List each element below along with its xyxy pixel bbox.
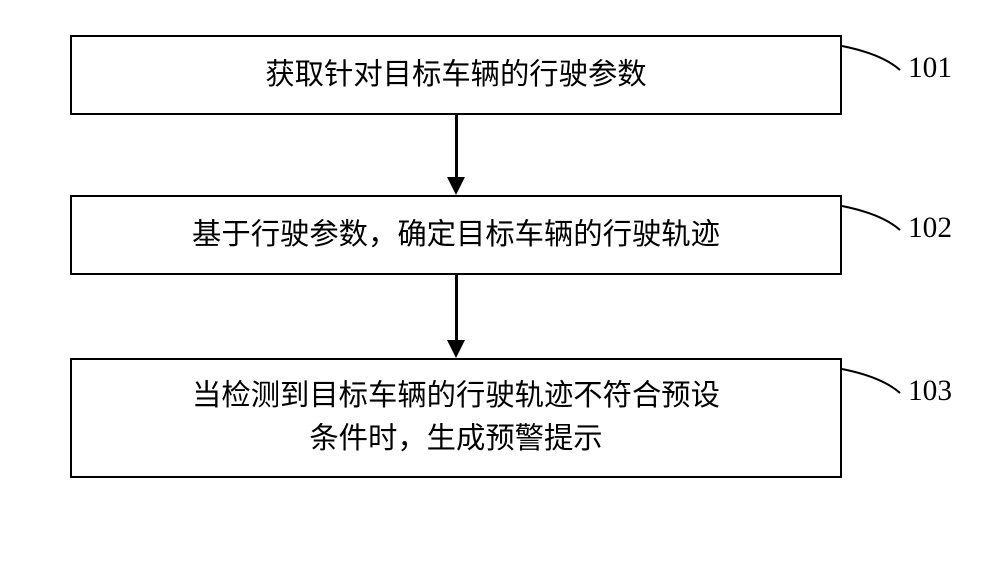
flow-step-label: 103 [908, 375, 952, 408]
flow-node-step1: 获取针对目标车辆的行驶参数 [70, 35, 842, 115]
flow-node-text: 获取针对目标车辆的行驶参数 [265, 54, 646, 97]
callout-line [840, 44, 902, 72]
flow-node-text: 当检测到目标车辆的行驶轨迹不符合预设 条件时，生成预警提示 [192, 375, 720, 460]
flow-node-step3: 当检测到目标车辆的行驶轨迹不符合预设 条件时，生成预警提示 [70, 358, 842, 478]
flow-arrow [455, 275, 458, 340]
flow-step-label: 102 [908, 212, 952, 245]
flow-step-label: 101 [908, 52, 952, 85]
flow-arrow [455, 115, 458, 177]
flow-node-text: 基于行驶参数，确定目标车辆的行驶轨迹 [192, 214, 720, 257]
flow-arrow-head [447, 340, 465, 358]
flow-node-step2: 基于行驶参数，确定目标车辆的行驶轨迹 [70, 195, 842, 275]
callout-line [840, 367, 902, 395]
flow-arrow-head [447, 177, 465, 195]
flowchart-canvas: 获取针对目标车辆的行驶参数 101 基于行驶参数，确定目标车辆的行驶轨迹 102… [0, 0, 1000, 563]
callout-line [840, 204, 902, 232]
